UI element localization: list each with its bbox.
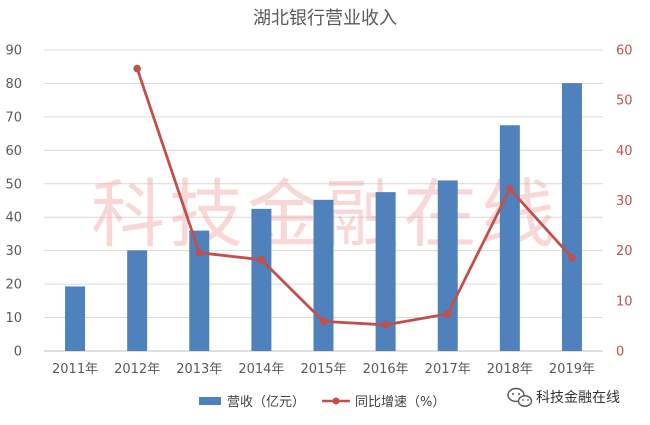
x-axis-tick-label: 2012年 bbox=[114, 362, 160, 377]
bar-series bbox=[65, 83, 582, 352]
left-axis-tick-label: 0 bbox=[14, 345, 22, 360]
left-axis-ticks: 0 10 20 30 40 50 60 70 80 90 bbox=[5, 44, 22, 360]
left-axis-tick-label: 10 bbox=[5, 311, 22, 326]
bar bbox=[189, 230, 210, 351]
bar bbox=[127, 250, 148, 351]
x-axis-tick-label: 2016年 bbox=[363, 362, 409, 377]
wechat-icon bbox=[507, 387, 533, 407]
chart-title: 湖北银行营业收入 bbox=[253, 8, 397, 29]
bar bbox=[437, 180, 458, 351]
right-axis-tick-label: 60 bbox=[616, 44, 633, 59]
right-axis-tick-label: 20 bbox=[616, 244, 633, 259]
logo-text: 科技金融在线 bbox=[536, 390, 620, 406]
bar bbox=[251, 208, 272, 351]
line-point bbox=[319, 317, 328, 326]
bar bbox=[65, 286, 86, 351]
x-axis-tick-label: 2014年 bbox=[238, 362, 284, 377]
bar bbox=[375, 192, 396, 351]
x-axis-tick-label: 2011年 bbox=[52, 362, 98, 377]
logo: 科技金融在线 bbox=[507, 387, 620, 407]
x-axis-tick-label: 2013年 bbox=[176, 362, 222, 377]
right-axis-tick-label: 40 bbox=[616, 144, 633, 159]
left-axis-tick-label: 30 bbox=[5, 244, 22, 259]
left-axis-tick-label: 40 bbox=[5, 211, 22, 226]
bar bbox=[499, 125, 520, 351]
legend-label-bar: 营收（亿元） bbox=[227, 395, 305, 410]
x-axis-tick-label: 2018年 bbox=[487, 362, 533, 377]
left-axis-tick-label: 90 bbox=[5, 44, 22, 59]
x-axis-tick-label: 2017年 bbox=[425, 362, 471, 377]
legend-swatch-marker bbox=[332, 397, 340, 405]
line-point bbox=[133, 64, 141, 73]
right-axis-tick-label: 30 bbox=[616, 194, 633, 209]
right-axis-tick-label: 0 bbox=[616, 345, 624, 360]
line-point bbox=[443, 310, 452, 318]
line-point bbox=[257, 255, 266, 264]
x-axis-tick-label: 2019年 bbox=[549, 362, 595, 377]
legend-swatch-bar bbox=[199, 397, 221, 405]
legend-label-line: 同比增速（%） bbox=[355, 395, 445, 410]
x-axis-ticks: 2011年 2012年 2013年 2014年 2015年 2016年 2017年 2018年… bbox=[52, 362, 595, 377]
legend: 营收（亿元） 同比增速（%） bbox=[199, 395, 445, 410]
bar bbox=[313, 199, 334, 351]
line-point bbox=[195, 248, 204, 257]
left-axis-tick-label: 20 bbox=[5, 278, 22, 293]
x-axis-tick-label: 2015年 bbox=[300, 362, 346, 377]
line-series bbox=[133, 64, 576, 329]
line-point bbox=[568, 253, 576, 262]
left-axis-tick-label: 50 bbox=[5, 177, 22, 192]
left-axis-tick-label: 70 bbox=[5, 110, 22, 125]
right-axis-tick-label: 10 bbox=[616, 294, 633, 309]
line-point bbox=[506, 185, 514, 193]
left-axis-tick-label: 80 bbox=[5, 77, 22, 92]
bar bbox=[561, 83, 582, 352]
left-axis-tick-label: 60 bbox=[5, 144, 22, 159]
line-path bbox=[135, 68, 573, 327]
right-axis-ticks: 0 10 20 30 40 50 60 bbox=[616, 44, 633, 360]
line-point bbox=[381, 321, 390, 329]
right-axis-tick-label: 50 bbox=[616, 94, 633, 109]
